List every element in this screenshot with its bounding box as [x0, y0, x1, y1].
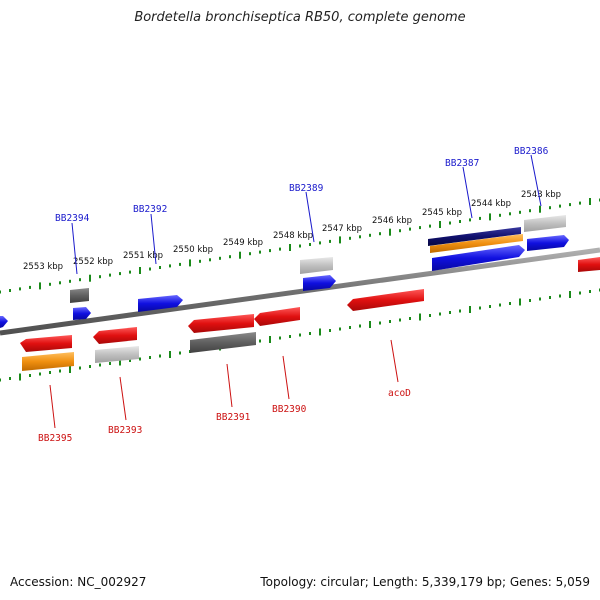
- lower-scale-track: [0, 288, 600, 382]
- gene-label[interactable]: BB2391: [216, 412, 251, 423]
- gene-forward-edge[interactable]: [0, 316, 8, 328]
- scale-label: 2552 kbp: [73, 257, 113, 267]
- leader-line: [150, 213, 157, 265]
- scale-label: 2549 kbp: [223, 238, 263, 248]
- leader-line: [390, 339, 399, 383]
- upper-scale-track: [0, 198, 600, 294]
- feature-dark[interactable]: [70, 288, 89, 303]
- scale-label: 2551 kbp: [123, 251, 163, 261]
- feature-dark[interactable]: [190, 332, 256, 353]
- reverse-leader-lines: [49, 339, 399, 429]
- feature-navy[interactable]: [428, 227, 521, 246]
- feature-light[interactable]: [300, 257, 333, 274]
- scale-label: 2545 kbp: [422, 208, 462, 218]
- leader-line: [305, 191, 315, 243]
- gene-label[interactable]: BB2389: [289, 183, 324, 194]
- gene-label[interactable]: BB2394: [55, 213, 90, 224]
- gene-label[interactable]: BB2390: [272, 404, 307, 415]
- reverse-gene-labels: acoD BB2390 BB2391 BB2393 BB2395: [38, 388, 411, 444]
- gene-bb2386[interactable]: [527, 235, 569, 251]
- scale-label: 2550 kbp: [173, 245, 213, 255]
- gene-bb2389[interactable]: [303, 275, 336, 291]
- gene-bb2395[interactable]: [20, 335, 72, 352]
- gene-bb2394[interactable]: [73, 307, 91, 320]
- scale-label: 2548 kbp: [273, 231, 313, 241]
- scale-label: 2553 kbp: [23, 262, 63, 272]
- gene-reverse-edge[interactable]: [578, 257, 600, 272]
- feature-orange[interactable]: [22, 352, 74, 371]
- scale-label: 2546 kbp: [372, 216, 412, 226]
- scale-label: 2543 kbp: [521, 190, 561, 200]
- leader-line: [462, 166, 473, 219]
- gene-label[interactable]: BB2393: [108, 425, 142, 436]
- leader-line: [119, 376, 127, 421]
- scale-label: 2544 kbp: [471, 199, 511, 209]
- gene-bb2391[interactable]: [188, 314, 254, 333]
- gene-bb2387[interactable]: [432, 245, 525, 271]
- leader-line: [282, 355, 290, 400]
- gene-acod[interactable]: [347, 289, 424, 311]
- map-title: Bordetella bronchiseptica RB50, complete…: [134, 10, 466, 25]
- gene-bb2390[interactable]: [254, 307, 300, 326]
- forward-strand-features: [0, 215, 600, 328]
- feature-orange[interactable]: [430, 234, 523, 253]
- gene-label[interactable]: BB2395: [38, 433, 72, 444]
- gene-label[interactable]: BB2386: [514, 146, 549, 157]
- genome-backbone: [0, 247, 600, 336]
- leader-line: [49, 384, 56, 429]
- forward-leader-lines: [71, 154, 542, 275]
- forward-gene-labels: BB2386 BB2387 BB2389 BB2392 BB2394: [55, 146, 549, 224]
- scale-labels: 2543 kbp 2544 kbp 2545 kbp 2546 kbp 2547…: [23, 190, 561, 272]
- scale-label: 2547 kbp: [322, 224, 362, 234]
- topology-text: Topology: circular; Length: 5,339,179 bp…: [260, 575, 590, 589]
- gene-label[interactable]: BB2392: [133, 204, 167, 215]
- gene-bb2393[interactable]: [93, 327, 137, 344]
- reverse-strand-features: [20, 289, 424, 371]
- leader-line: [71, 222, 78, 275]
- leader-line: [530, 154, 542, 207]
- leader-line: [226, 363, 233, 408]
- gene-bb2392[interactable]: [138, 295, 183, 312]
- gene-label[interactable]: acoD: [388, 388, 411, 399]
- accession-text: Accession: NC_002927: [10, 575, 147, 589]
- gene-label[interactable]: BB2387: [445, 158, 479, 169]
- feature-light[interactable]: [524, 215, 566, 232]
- feature-light[interactable]: [95, 346, 139, 363]
